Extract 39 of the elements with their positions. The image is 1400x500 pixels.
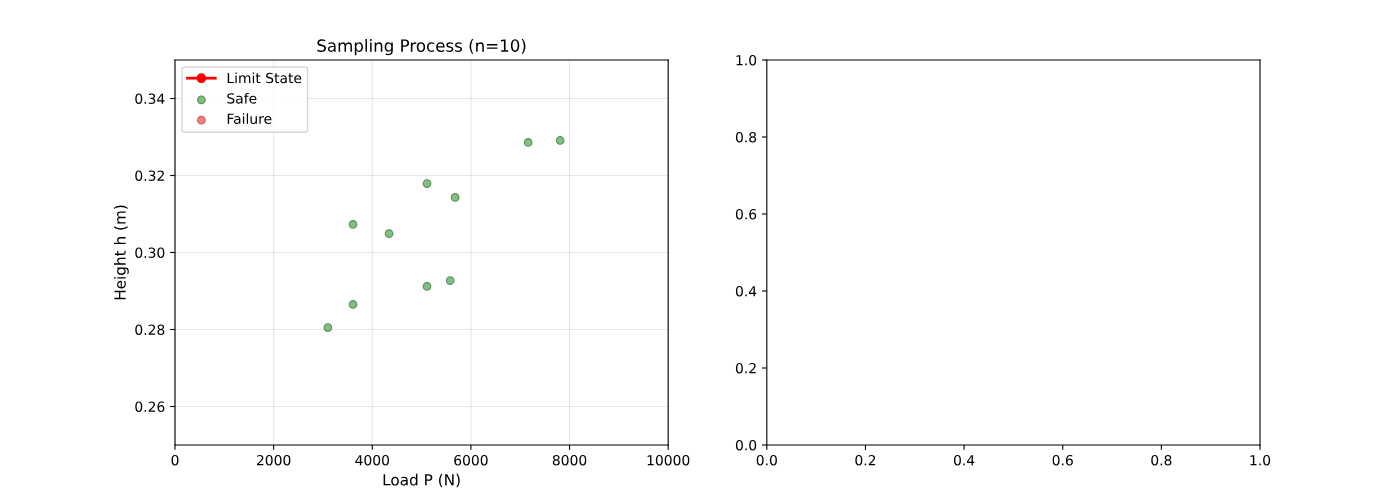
y-tick-label: 1.0: [736, 54, 757, 66]
x-tick-label: 4000: [355, 454, 390, 466]
y-tick-label: 0.2: [735, 362, 756, 374]
point: [555, 136, 565, 145]
legend-label: Safe: [227, 92, 257, 104]
y-tick-label: 0.34: [135, 93, 165, 104]
x-tick-label: 6000: [454, 454, 488, 466]
legend-label: Failure: [227, 113, 272, 125]
point: [523, 138, 533, 147]
y-tick-label: 0.30: [135, 247, 165, 258]
x-tick-label: 0.0: [756, 454, 777, 466]
y-tick-label: 0.32: [135, 170, 164, 181]
legend-label: Limit State: [227, 72, 302, 84]
x-tick-label: 8000: [552, 454, 587, 466]
y-tick-label: 0.4: [735, 285, 757, 297]
x-tick-label: 1.0: [1250, 454, 1271, 466]
point: [348, 220, 358, 229]
point: [422, 282, 432, 291]
y-tick-label: 0.28: [135, 324, 165, 335]
point: [450, 193, 460, 202]
y-axis-title: Height h (m): [114, 205, 129, 300]
point: [323, 323, 333, 332]
x-tick-label: 0.8: [1151, 454, 1172, 466]
x-tick-label: 0.2: [855, 454, 876, 466]
point: [445, 276, 455, 285]
y-tick-label: 0.0: [735, 439, 757, 451]
chart-title: Sampling Process (n=10): [317, 39, 526, 56]
point: [384, 229, 394, 238]
x-tick-label: 0: [171, 454, 179, 466]
y-tick-label: 0.8: [735, 131, 757, 143]
x-tick-label: 2000: [256, 454, 291, 466]
x-tick-label: 0.6: [1052, 454, 1073, 466]
x-tick-label: 0.4: [953, 454, 975, 466]
point: [422, 179, 432, 188]
point: [348, 300, 358, 309]
x-tick-label: 10000: [647, 454, 690, 466]
x-axis-title: Load P (N): [383, 473, 460, 488]
y-tick-label: 0.6: [735, 208, 757, 220]
y-tick-label: 0.26: [135, 401, 165, 412]
